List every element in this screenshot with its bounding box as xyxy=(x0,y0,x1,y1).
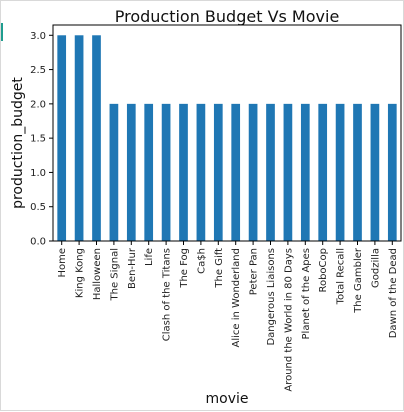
bar xyxy=(388,104,397,241)
bar xyxy=(336,104,345,241)
x-tick-label: The Gift xyxy=(214,248,225,289)
y-tick-label: 2.0 xyxy=(30,99,46,110)
y-tick-label: 0.5 xyxy=(30,202,46,213)
y-axis: 0.0 0.5 1.0 1.5 2.0 2.5 3.0 xyxy=(30,31,53,248)
x-tick-label: Life xyxy=(144,248,155,266)
y-tick-label: 1.0 xyxy=(30,168,46,179)
bar xyxy=(266,104,275,241)
bar xyxy=(127,104,136,241)
bar xyxy=(75,35,84,241)
bar xyxy=(144,104,153,241)
x-tick-label: The Fog xyxy=(179,248,190,289)
y-tick-label: 1.5 xyxy=(30,134,46,145)
x-tick-label: Alice in Wonderland xyxy=(231,248,242,347)
bar xyxy=(110,104,119,241)
bar xyxy=(197,104,206,241)
bar xyxy=(57,35,66,241)
bar xyxy=(249,104,258,241)
bar xyxy=(284,104,293,241)
x-tick-label: Ca$h xyxy=(196,248,207,274)
y-tick-label: 0.0 xyxy=(30,237,46,248)
x-tick-label: The Gambler xyxy=(353,247,364,314)
bar xyxy=(353,104,362,241)
bar xyxy=(301,104,310,241)
x-tick-label: King Kong xyxy=(75,248,86,298)
x-tick-label: Peter Pan xyxy=(249,248,260,295)
x-tick-label: Halloween xyxy=(92,248,103,300)
x-tick-label: Planet of the Apes xyxy=(301,248,312,339)
x-axis: Home King Kong Halloween The Signal Ben-Hur L… xyxy=(57,241,399,392)
x-tick-label: Dangerous Liaisons xyxy=(266,248,277,346)
x-tick-label: Home xyxy=(57,248,68,278)
x-axis-label: movie xyxy=(206,391,249,407)
bar xyxy=(214,104,223,241)
y-axis-label: production_budget xyxy=(10,77,26,209)
bar xyxy=(231,104,240,241)
y-tick-label: 2.5 xyxy=(30,65,46,76)
chart-title: Production Budget Vs Movie xyxy=(115,7,340,26)
bar xyxy=(371,104,380,241)
bar xyxy=(318,104,327,241)
x-tick-label: RoboCop xyxy=(318,248,329,293)
x-tick-label: Clash of the Titans xyxy=(162,248,173,341)
plot-area-frame xyxy=(53,25,401,241)
bars-group xyxy=(57,35,396,241)
x-tick-label: Total Recall xyxy=(336,248,347,305)
bar xyxy=(179,104,188,241)
x-tick-label: The Signal xyxy=(109,248,120,302)
y-tick-label: 3.0 xyxy=(30,31,46,42)
x-tick-label: Around the World in 80 Days xyxy=(283,248,294,392)
x-tick-label: Ben-Hur xyxy=(127,247,138,289)
x-tick-label: Dawn of the Dead xyxy=(388,248,399,338)
x-tick-label: Godzilla xyxy=(370,248,381,288)
bar xyxy=(92,35,101,241)
bar xyxy=(162,104,171,241)
